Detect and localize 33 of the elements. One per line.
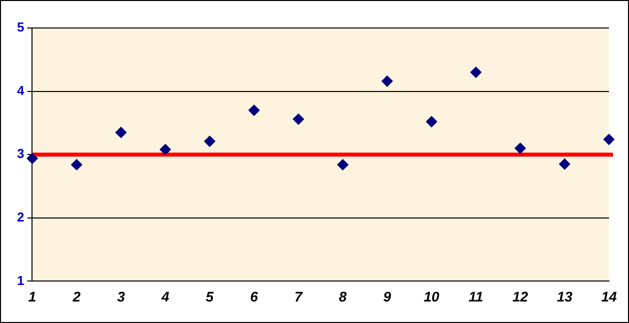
y-tick-label: 3 [16, 146, 24, 162]
point [160, 144, 171, 156]
point [604, 134, 614, 145]
x-tick-label: 13 [556, 288, 573, 304]
point [26, 152, 38, 164]
y-tick-label: 4 [16, 82, 25, 98]
point [71, 159, 82, 170]
x-tick-label: 1 [28, 288, 36, 304]
point [204, 136, 216, 147]
x-tick-label: 14 [601, 288, 617, 304]
point [559, 158, 570, 170]
y-tick-label: 5 [16, 20, 24, 35]
point [337, 159, 348, 170]
y-tick-label: 2 [16, 209, 24, 224]
x-tick-label: 11 [468, 288, 484, 304]
x-tick-label: 2 [72, 288, 81, 304]
point [382, 76, 393, 87]
point [292, 114, 304, 125]
x-tick-label: 3 [117, 288, 126, 304]
x-tick-label: 9 [383, 288, 392, 304]
point [426, 116, 438, 128]
x-tick-label: 7 [294, 288, 304, 304]
x-tick-label: 8 [338, 288, 347, 304]
y-tick-label: 1 [16, 272, 24, 288]
x-tick-label: 6 [250, 288, 258, 304]
x-tick-label: 5 [206, 288, 214, 304]
x-tick-label: 10 [424, 288, 440, 304]
point [470, 66, 482, 78]
x-tick-label: 4 [160, 288, 170, 304]
x-tick-label: 12 [512, 288, 528, 304]
point [115, 126, 126, 138]
point [514, 142, 526, 154]
point [248, 104, 260, 116]
